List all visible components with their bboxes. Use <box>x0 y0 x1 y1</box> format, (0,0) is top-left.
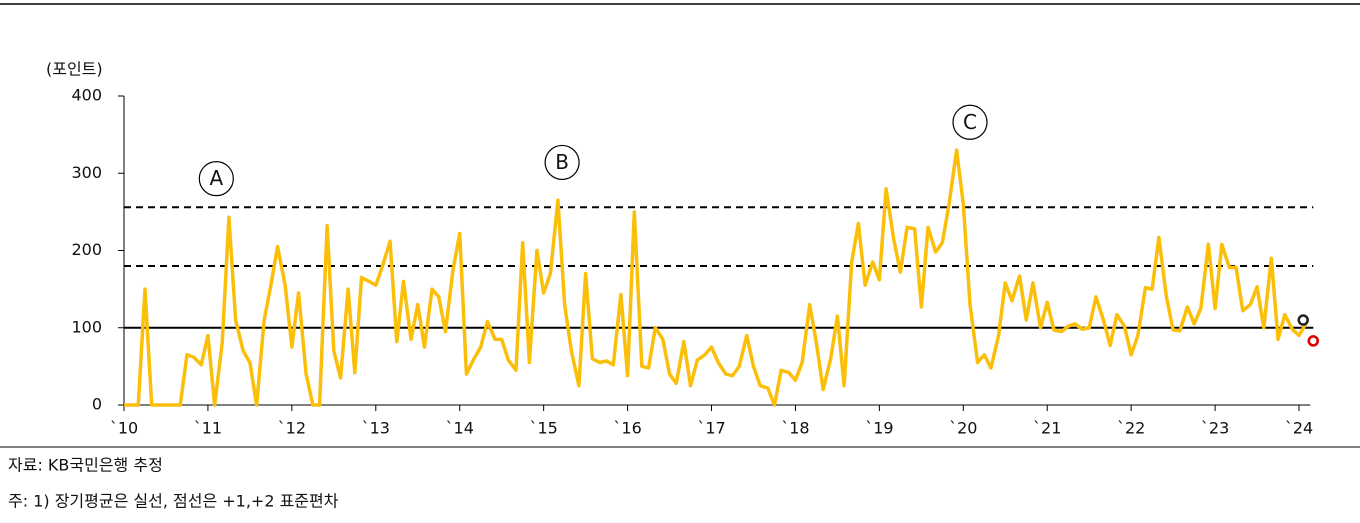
x-tick-label: `22 <box>1117 419 1145 438</box>
x-tick-label: `18 <box>781 419 809 438</box>
x-tick-label: `11 <box>194 419 222 438</box>
x-tick-label: `16 <box>613 419 641 438</box>
marker-point <box>1307 335 1320 347</box>
y-tick-label: 300 <box>71 163 102 182</box>
annotation-label: A <box>209 166 223 190</box>
source: 자료: KB국민은행 추정 <box>8 456 163 475</box>
annotation-circle <box>544 144 580 181</box>
x-tick-label: `12 <box>278 419 306 438</box>
y-tick-label: 0 <box>92 395 102 414</box>
y-tick-label: 200 <box>71 240 102 259</box>
x-tick-label: `23 <box>1201 419 1229 438</box>
annotation-label: C <box>963 110 977 134</box>
marker-point <box>1297 314 1309 326</box>
x-tick-label: `19 <box>865 419 893 438</box>
annotation-label: B <box>555 150 569 174</box>
annotation-circle <box>198 161 234 197</box>
x-tick-label: `17 <box>697 419 725 438</box>
data-line <box>124 148 1308 407</box>
x-tick-label: `21 <box>1033 419 1061 438</box>
x-tick-label: `15 <box>529 419 557 438</box>
x-tick-label: `13 <box>362 419 390 438</box>
y-tick-label: 100 <box>71 317 102 336</box>
x-tick-label: `14 <box>446 419 474 438</box>
x-tick-label: `20 <box>949 419 977 438</box>
x-tick-label: `24 <box>1285 419 1313 438</box>
y-tick-label: 400 <box>71 86 102 105</box>
annotation-circle <box>952 104 988 140</box>
x-tick-label: `10 <box>110 419 138 438</box>
note: 주: 1) 장기평균은 실선, 점선은 +1,+2 표준편차 <box>8 492 339 511</box>
y-axis-label: (포인트) <box>46 60 103 79</box>
